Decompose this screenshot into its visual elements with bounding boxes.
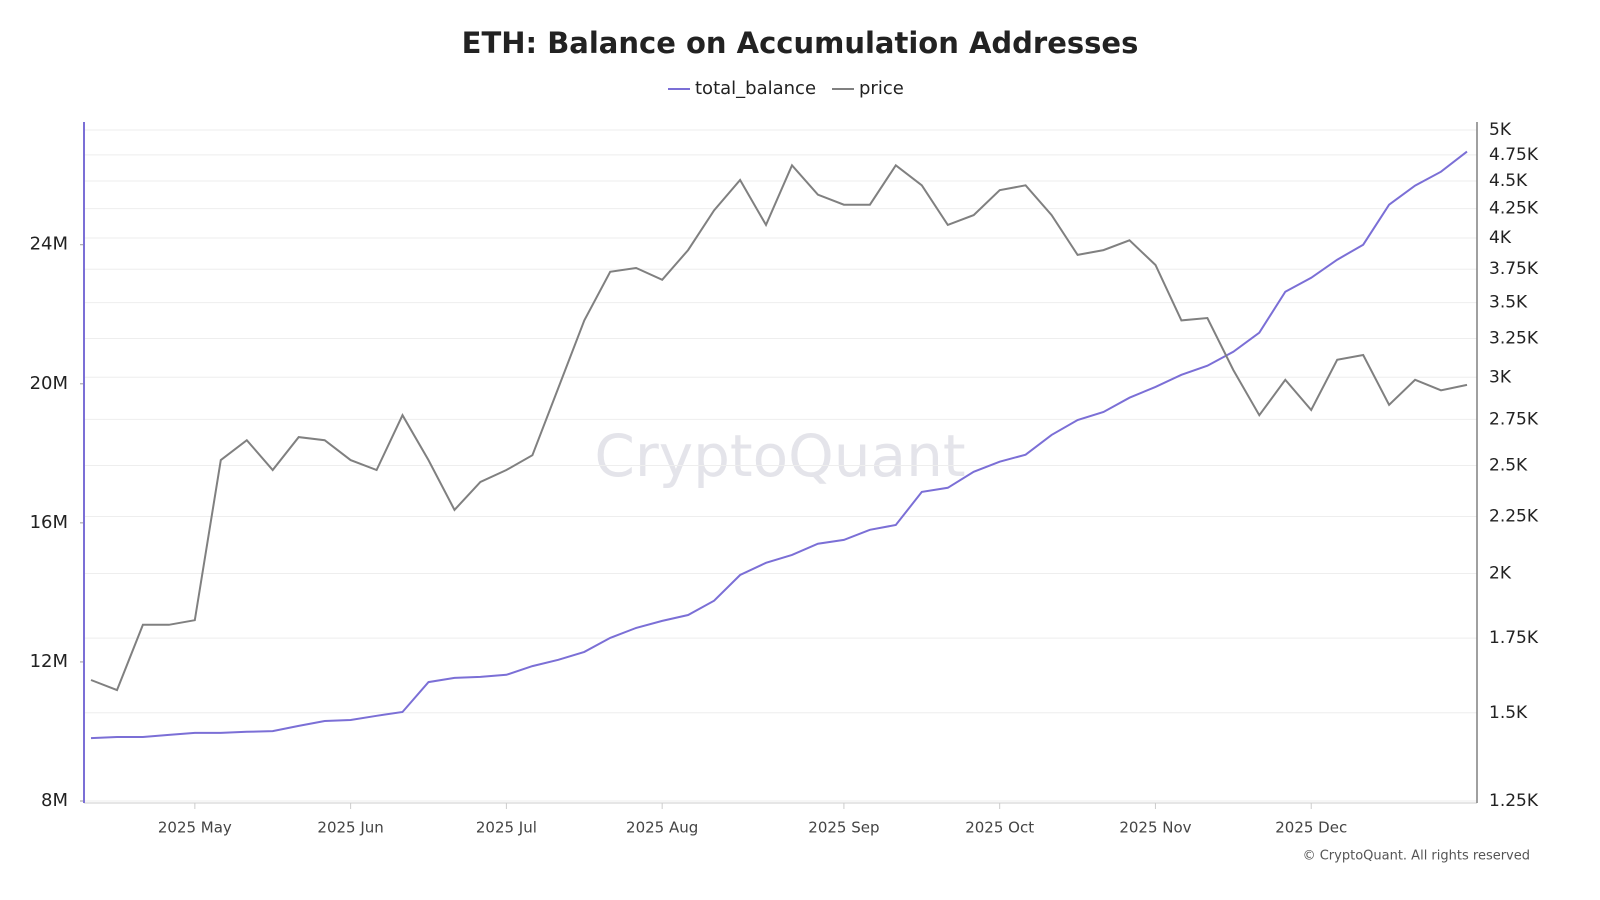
footer: © CryptoQuant. All rights reserved: [1303, 849, 1530, 864]
y-tick-label: 16M: [30, 512, 68, 533]
x-tick-label: 2025 Nov: [1119, 819, 1191, 837]
x-tick-label: 2025 Jun: [317, 819, 383, 837]
x-tick-label: 2025 Aug: [626, 819, 698, 837]
x-tick-label: 2025 Sep: [808, 819, 879, 837]
watermark: CryptoQuant: [594, 422, 965, 490]
y2-tick-label: 1.75K: [1489, 628, 1539, 648]
y2-tick-label: 4K: [1489, 228, 1512, 248]
x-tick-label: 2025 Oct: [965, 819, 1034, 837]
y2-tick-label: 3.25K: [1489, 329, 1539, 349]
chart-title: ETH: Balance on Accumulation Addresses: [462, 26, 1139, 60]
y2-tick-label: 2.25K: [1489, 506, 1539, 526]
x-tick-label: 2025 May: [158, 819, 232, 837]
y2-tick-label: 2.75K: [1489, 409, 1539, 429]
y2-tick-label: 5K: [1489, 120, 1512, 140]
legend-label: price: [859, 78, 904, 99]
y-tick-label: 20M: [30, 373, 68, 394]
y2-tick-label: 4.25K: [1489, 199, 1539, 219]
y2-tick-label: 4.5K: [1489, 171, 1528, 191]
x-tick-label: 2025 Dec: [1275, 819, 1347, 837]
y2-tick-label: 3.5K: [1489, 293, 1528, 313]
y-tick-label: 24M: [30, 234, 68, 255]
y-tick-label: 8M: [41, 790, 68, 811]
legend-label: total_balance: [695, 78, 816, 99]
x-tick-label: 2025 Jul: [476, 819, 537, 837]
series-line: [90, 150, 1468, 740]
y-tick-label: 12M: [30, 651, 68, 672]
series-line: [90, 163, 1468, 692]
y2-tick-label: 1.5K: [1489, 703, 1528, 723]
y2-tick-label: 3K: [1489, 367, 1512, 387]
y2-tick-label: 2.5K: [1489, 456, 1528, 476]
y2-tick-label: 4.75K: [1489, 145, 1539, 165]
y2-tick-label: 2K: [1489, 564, 1512, 584]
y2-tick-label: 1.25K: [1489, 791, 1539, 811]
y2-tick-label: 3.75K: [1489, 259, 1539, 279]
